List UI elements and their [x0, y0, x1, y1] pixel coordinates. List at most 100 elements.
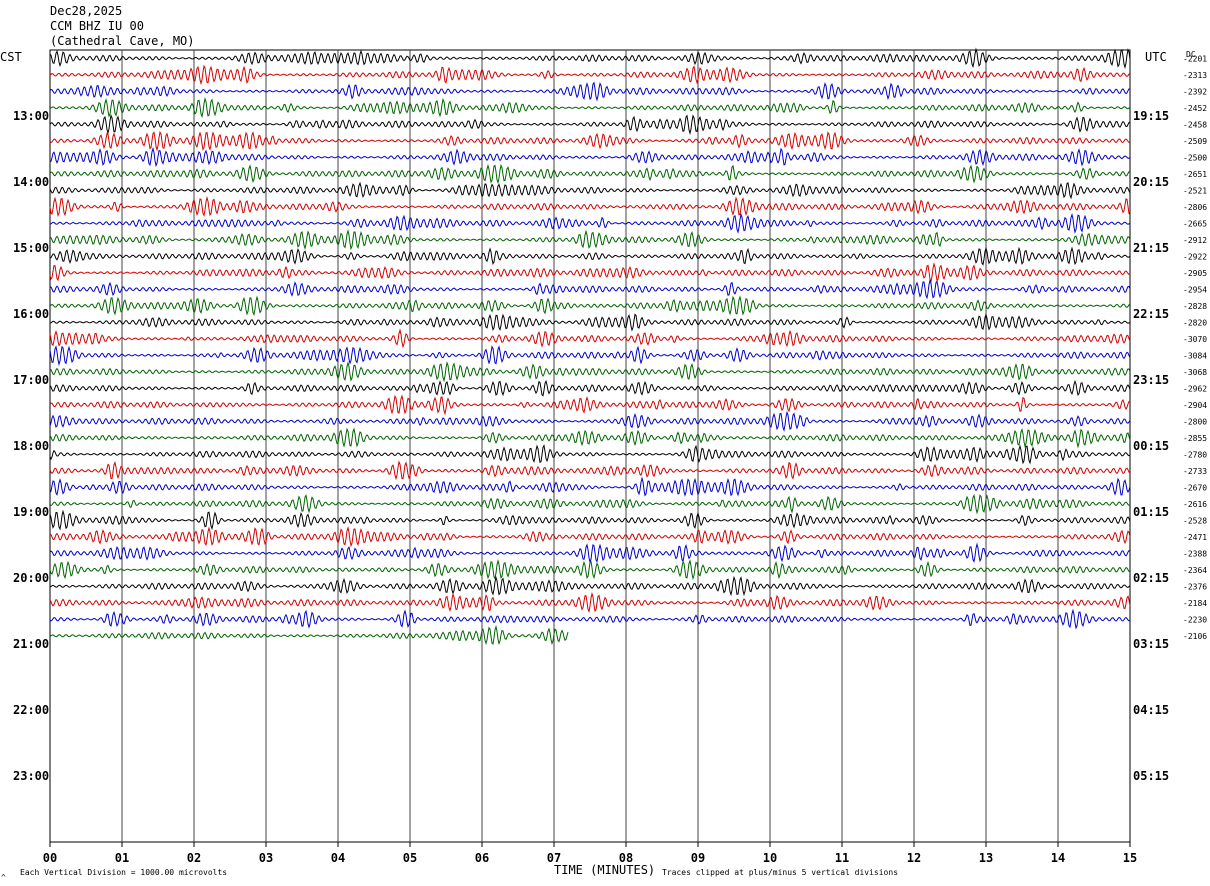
dc-offset-label: -2230 [1183, 615, 1207, 624]
seismic-trace [49, 427, 1131, 449]
x-tick-label: 04 [331, 851, 345, 865]
seismic-trace [49, 181, 1131, 200]
dc-offset-label: -2528 [1183, 516, 1207, 525]
x-tick-label: 00 [43, 851, 57, 865]
corner-mark: ^ [1, 873, 6, 882]
right-hour-label: 19:15 [1133, 109, 1169, 123]
x-tick-label: 09 [691, 851, 705, 865]
x-tick-label: 13 [979, 851, 993, 865]
seismic-trace [49, 360, 1131, 383]
dc-offset-label: -2665 [1183, 219, 1207, 228]
left-hour-label: 17:00 [13, 373, 49, 387]
seismic-trace [49, 312, 1131, 332]
seismic-trace [49, 229, 1131, 251]
x-tick-label: 03 [259, 851, 273, 865]
dc-offset-label: -2855 [1183, 434, 1207, 443]
left-hour-label: 13:00 [13, 109, 49, 123]
seismic-trace [49, 509, 1131, 531]
clip-note: Traces clipped at plus/minus 5 vertical … [662, 868, 898, 877]
trace-layer [49, 47, 1131, 646]
x-tick-label: 15 [1123, 851, 1137, 865]
dc-offset-label: -2922 [1183, 252, 1207, 261]
x-tick-label: 10 [763, 851, 777, 865]
x-tick-label: 12 [907, 851, 921, 865]
dc-offset-label: -2780 [1183, 450, 1207, 459]
dc-offset-label: -2184 [1183, 599, 1207, 608]
dc-offset-label: -3070 [1183, 335, 1207, 344]
right-hour-label: 03:15 [1133, 637, 1169, 651]
x-tick-label: 08 [619, 851, 633, 865]
seismic-trace [49, 542, 1131, 564]
x-tick-label: 11 [835, 851, 849, 865]
x-tick-label: 14 [1051, 851, 1065, 865]
station-code: CCM BHZ IU 00 [50, 19, 144, 33]
seismic-trace [49, 608, 1131, 630]
seismic-trace [49, 394, 1131, 416]
dc-offset-label: -2452 [1183, 104, 1207, 113]
right-hour-label: 01:15 [1133, 505, 1169, 519]
dc-offset-label: -2905 [1183, 269, 1207, 278]
dc-offset-label: -2962 [1183, 384, 1207, 393]
dc-offset-label: -2471 [1183, 533, 1207, 542]
seismic-trace [49, 295, 1131, 316]
left-timezone-label: CST [0, 50, 22, 64]
dc-offset-label: -3068 [1183, 368, 1207, 377]
x-tick-label: 05 [403, 851, 417, 865]
dc-offset-label: -2616 [1183, 500, 1207, 509]
seismic-trace [49, 476, 1131, 497]
scale-note: Each Vertical Division = 1000.00 microvo… [20, 868, 227, 877]
right-hour-label: 21:15 [1133, 241, 1169, 255]
x-tick-label: 06 [475, 851, 489, 865]
dc-offset-label: -2954 [1183, 285, 1207, 294]
left-hour-label: 18:00 [13, 439, 49, 453]
left-hour-label: 16:00 [13, 307, 49, 321]
station-location: (Cathedral Cave, MO) [50, 34, 195, 48]
dc-offset-label: -2670 [1183, 483, 1207, 492]
left-hour-label: 20:00 [13, 571, 49, 585]
seismic-trace [49, 345, 1131, 367]
seismic-trace [49, 460, 1131, 481]
right-hour-label: 00:15 [1133, 439, 1169, 453]
dc-offset-label: -2509 [1183, 137, 1207, 146]
seismic-trace [49, 47, 1131, 70]
seismic-trace [49, 624, 569, 646]
dc-offset-label: -2828 [1183, 302, 1207, 311]
x-axis-title: TIME (MINUTES) [554, 863, 655, 877]
left-hour-label: 22:00 [13, 703, 49, 717]
seismic-trace [49, 493, 1131, 515]
dc-offset-label: -2733 [1183, 467, 1207, 476]
dc-offset-label: -2500 [1183, 153, 1207, 162]
seismic-trace [49, 64, 1131, 86]
seismic-trace [49, 146, 1131, 168]
dc-offset-label: -2800 [1183, 417, 1207, 426]
seismic-trace [49, 591, 1131, 613]
dc-offset-label: -2392 [1183, 87, 1207, 96]
dc-offset-label: -2201 [1183, 54, 1207, 63]
seismic-trace [49, 526, 1131, 548]
dc-offset-label: -2313 [1183, 71, 1207, 80]
x-tick-label: 02 [187, 851, 201, 865]
seismic-trace [49, 114, 1131, 136]
dc-offset-label: -2364 [1183, 566, 1207, 575]
x-tick-label: 07 [547, 851, 561, 865]
seismic-trace [49, 195, 1131, 217]
seismic-trace [49, 410, 1131, 432]
seismic-trace [49, 558, 1131, 581]
right-hour-label: 22:15 [1133, 307, 1169, 321]
plot-frame [49, 49, 1131, 843]
seismic-trace [50, 278, 1131, 300]
right-hour-label: 20:15 [1133, 175, 1169, 189]
seismic-trace [49, 379, 1131, 397]
right-hour-label: 05:15 [1133, 769, 1169, 783]
seismic-trace [49, 163, 1130, 185]
x-tick-label: 01 [115, 851, 129, 865]
right-hour-label: 23:15 [1133, 373, 1169, 387]
seismic-trace [49, 212, 1131, 234]
dc-offset-label: -2912 [1183, 236, 1207, 245]
dc-offset-label: -2820 [1183, 318, 1207, 327]
dc-offset-label: -2106 [1183, 632, 1207, 641]
dc-offset-label: -2806 [1183, 203, 1207, 212]
right-timezone-label: UTC [1145, 50, 1167, 64]
seismic-trace [49, 444, 1131, 465]
